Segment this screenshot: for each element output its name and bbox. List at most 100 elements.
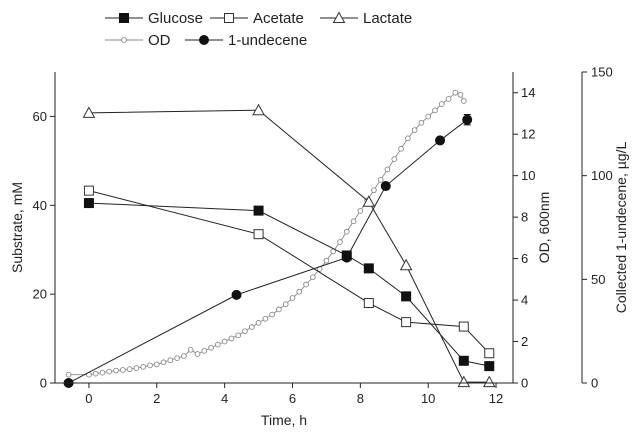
point-acetate <box>363 298 374 309</box>
legend-item-glucose: Glucose <box>105 10 203 27</box>
point-od <box>92 370 99 377</box>
point-od <box>411 127 418 133</box>
point-od <box>65 371 72 378</box>
point-od <box>181 353 187 359</box>
point-od <box>296 288 303 295</box>
point-od <box>106 368 113 375</box>
point-od <box>384 166 391 173</box>
point-od <box>425 113 432 120</box>
y-tick-label-substrate: 40 <box>33 198 47 213</box>
point-od <box>391 156 398 162</box>
point-acetate <box>401 317 412 328</box>
point-od <box>126 366 133 372</box>
point-od <box>208 344 214 351</box>
point-od <box>452 89 459 96</box>
y-tick-label-od: 10 <box>521 168 535 183</box>
point-od <box>160 359 167 366</box>
y-tick-label-od: 6 <box>521 251 528 266</box>
series-acetate <box>83 185 495 359</box>
point-od <box>404 135 411 142</box>
point-od <box>337 239 343 245</box>
legend-label: 1-undecene <box>228 32 307 49</box>
point-od <box>228 335 235 342</box>
point-od <box>357 208 364 214</box>
x-tick-label: 2 <box>153 391 160 406</box>
x-tick-label: 8 <box>357 391 364 406</box>
series-line-acetate <box>88 190 490 354</box>
point-od <box>140 363 147 370</box>
series-lactate <box>82 103 496 388</box>
series-line-od <box>68 92 465 376</box>
series-od <box>65 89 467 378</box>
legend: Glucose Acetate Lactate OD 1-undecene <box>105 10 412 49</box>
point-od <box>167 357 174 364</box>
y-tick-label-substrate: 60 <box>33 109 47 124</box>
point-glucose <box>484 361 495 372</box>
y-axis-label-od: OD, 600nm <box>536 192 552 264</box>
y-axis-label-substrate: Substrate, mM <box>9 182 25 273</box>
plot-area <box>63 89 496 388</box>
point-acetate <box>484 348 495 359</box>
point-od <box>113 367 119 374</box>
legend-label: OD <box>148 32 171 49</box>
y-tick-label-undecene: 0 <box>591 376 598 391</box>
point-1-undecene <box>435 135 446 146</box>
y-tick-label-substrate: 0 <box>40 376 47 391</box>
point-lactate <box>482 375 496 388</box>
y-tick-label-undecene: 150 <box>591 65 613 80</box>
series-line-glucose <box>88 202 490 367</box>
point-od <box>309 274 316 281</box>
point-od <box>438 101 445 107</box>
point-lactate <box>362 195 376 207</box>
point-od <box>174 355 180 361</box>
y-tick-label-substrate: 20 <box>33 287 47 302</box>
point-glucose <box>253 205 264 216</box>
point-acetate <box>83 185 94 196</box>
point-od <box>120 367 126 373</box>
point-od <box>194 351 201 357</box>
y-tick-label-od: 4 <box>521 293 528 308</box>
x-tick-label: 4 <box>221 391 228 406</box>
point-od <box>133 365 140 371</box>
point-od <box>214 341 221 348</box>
legend-marker <box>224 13 234 23</box>
point-1-undecene <box>462 114 473 125</box>
point-od <box>398 145 404 152</box>
y-tick-label-undecene: 100 <box>591 168 613 183</box>
point-od <box>153 361 160 368</box>
legend-label: Glucose <box>148 10 203 27</box>
point-od <box>187 346 194 353</box>
y-tick-label-od: 0 <box>521 376 528 391</box>
point-1-undecene <box>380 181 391 192</box>
legend-label: Lactate <box>363 10 412 27</box>
legend-marker <box>119 13 129 23</box>
point-od <box>276 306 282 313</box>
legend-item-acetate: Acetate <box>210 10 304 27</box>
point-lactate <box>399 258 413 271</box>
x-tick-label: 0 <box>85 391 92 406</box>
point-od <box>350 218 357 225</box>
point-od <box>201 348 208 354</box>
series-line-lactate <box>88 109 490 383</box>
point-acetate <box>458 321 469 332</box>
x-tick-label: 10 <box>421 391 435 406</box>
point-od <box>460 98 467 104</box>
legend-item-1-undecene: 1-undecene <box>185 32 307 49</box>
legend-label: Acetate <box>253 10 304 27</box>
point-od <box>255 320 262 326</box>
point-od <box>235 332 242 339</box>
point-lactate <box>457 375 471 388</box>
point-glucose <box>458 355 469 366</box>
point-od <box>445 96 452 102</box>
x-tick-label: 12 <box>489 391 503 406</box>
point-od <box>377 176 384 183</box>
point-1-undecene <box>231 289 242 300</box>
point-od <box>262 315 269 322</box>
y-tick-label-od: 2 <box>521 334 528 349</box>
x-axis-label: Time, h <box>261 412 307 428</box>
point-glucose <box>363 263 374 274</box>
y-tick-label-od: 12 <box>521 127 535 142</box>
legend-marker <box>121 37 127 43</box>
point-lactate <box>82 106 96 118</box>
